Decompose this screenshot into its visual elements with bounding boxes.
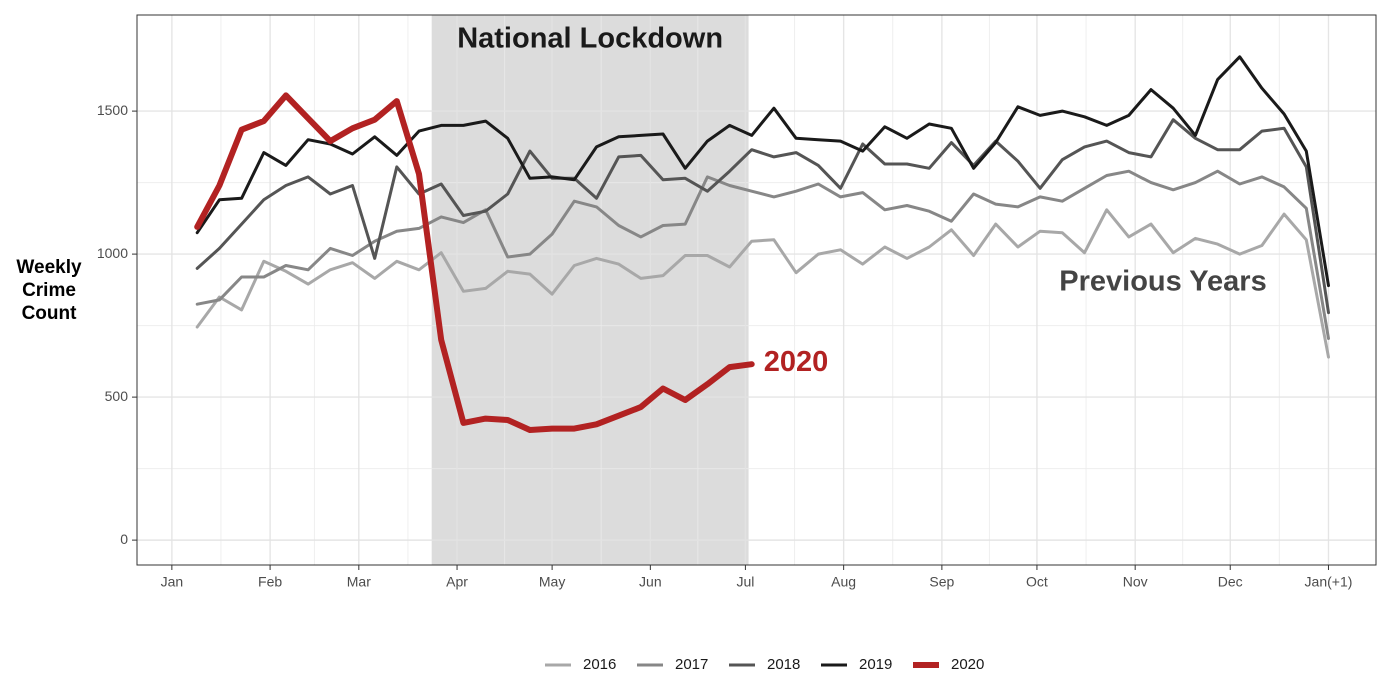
y-axis-label: Weekly Crime Count — [16, 257, 82, 324]
series-line — [195, 118, 1330, 315]
x-tick-label: Feb — [258, 574, 282, 590]
series-line — [195, 169, 1330, 340]
previous-years-annotation: Previous Years — [1059, 266, 1266, 298]
legend-label: 2016 — [583, 656, 616, 673]
series-line — [194, 92, 755, 433]
x-tick-label: Jan(+1) — [1305, 574, 1353, 590]
x-tick-label: Jun — [639, 574, 662, 590]
y-tick-label: 500 — [105, 388, 129, 404]
legend-label: 2018 — [767, 656, 800, 673]
x-tick-label: Oct — [1026, 574, 1048, 590]
x-tick-label: Dec — [1218, 574, 1243, 590]
series-end-label: 2020 — [764, 346, 829, 378]
x-tick-label: Jul — [736, 574, 754, 590]
series-line — [195, 208, 1330, 359]
y-tick-label: 1000 — [97, 245, 128, 261]
legend-label: 2017 — [675, 656, 708, 673]
series-line — [195, 55, 1330, 288]
x-tick-label: Sep — [929, 574, 954, 590]
x-tick-label: Apr — [446, 574, 468, 590]
y-tick-label: 1500 — [97, 102, 128, 118]
x-tick-label: Nov — [1123, 574, 1148, 590]
x-tick-label: Mar — [347, 574, 371, 590]
legend-label: 2020 — [951, 656, 984, 673]
x-tick-label: May — [539, 574, 565, 590]
x-tick-label: Aug — [831, 574, 856, 590]
y-tick-label: 0 — [120, 531, 128, 547]
x-tick-label: Jan — [161, 574, 184, 590]
lockdown-annotation: National Lockdown — [457, 23, 723, 55]
plot-border — [136, 14, 1377, 566]
legend-label: 2019 — [859, 656, 892, 673]
